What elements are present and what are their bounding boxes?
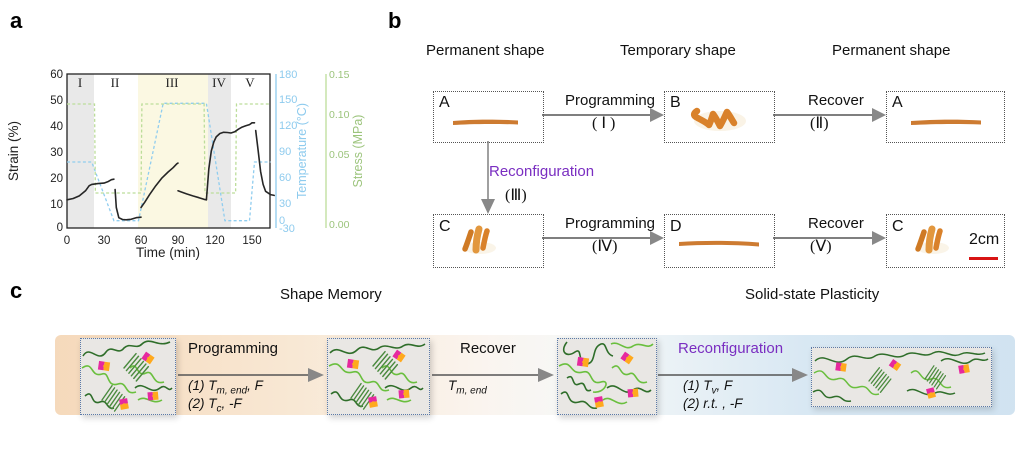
svg-text:50: 50 <box>50 95 63 107</box>
svg-text:30: 30 <box>279 198 291 210</box>
svg-text:180: 180 <box>279 69 297 81</box>
svg-text:I: I <box>78 75 82 90</box>
svg-text:30: 30 <box>50 147 63 159</box>
svg-text:III: III <box>166 75 179 90</box>
svg-text:V: V <box>245 75 255 90</box>
svg-text:10: 10 <box>50 199 63 211</box>
svg-text:150: 150 <box>242 235 261 247</box>
svg-text:0.10: 0.10 <box>329 109 350 121</box>
svg-text:120: 120 <box>205 235 224 247</box>
svg-text:-30: -30 <box>279 223 295 235</box>
svg-text:Time (min): Time (min) <box>136 245 200 260</box>
svg-text:60: 60 <box>50 69 63 81</box>
svg-text:60: 60 <box>279 172 291 184</box>
svg-text:30: 30 <box>98 235 111 247</box>
svg-text:II: II <box>111 75 120 90</box>
svg-text:20: 20 <box>50 173 63 185</box>
svg-text:40: 40 <box>50 121 63 133</box>
svg-text:IV: IV <box>212 75 226 90</box>
svg-text:0.15: 0.15 <box>329 69 350 81</box>
svg-text:0.00: 0.00 <box>329 219 350 231</box>
svg-text:Temperature (°C): Temperature (°C) <box>295 103 309 199</box>
svg-text:Strain (%): Strain (%) <box>6 121 21 181</box>
svg-text:0.05: 0.05 <box>329 149 350 161</box>
svg-text:Stress (MPa): Stress (MPa) <box>351 115 365 188</box>
svg-text:90: 90 <box>279 146 291 158</box>
svg-text:0: 0 <box>57 222 63 234</box>
svg-text:0: 0 <box>64 235 70 247</box>
